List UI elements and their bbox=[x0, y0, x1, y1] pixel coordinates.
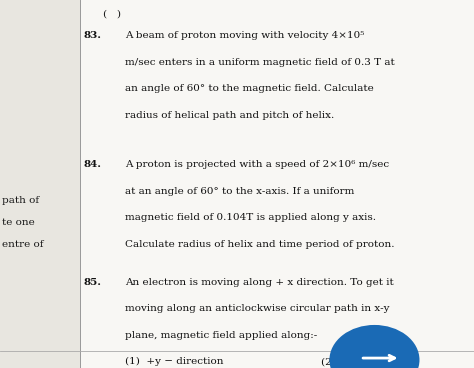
Text: at an angle of 60° to the x-axis. If a uniform: at an angle of 60° to the x-axis. If a u… bbox=[125, 187, 354, 195]
Text: (1)  +y − direction: (1) +y − direction bbox=[125, 357, 223, 367]
Text: A beam of proton moving with velocity 4×10⁵: A beam of proton moving with velocity 4×… bbox=[125, 31, 364, 40]
Text: an angle of 60° to the magnetic field. Calculate: an angle of 60° to the magnetic field. C… bbox=[125, 84, 374, 93]
Text: te one: te one bbox=[2, 218, 35, 227]
Text: plane, magnetic field applied along:-: plane, magnetic field applied along:- bbox=[125, 331, 317, 340]
Bar bbox=[0, 0, 80, 368]
Text: 85.: 85. bbox=[83, 278, 101, 287]
Text: m/sec enters in a uniform magnetic field of 0.3 T at: m/sec enters in a uniform magnetic field… bbox=[125, 58, 394, 67]
Text: path of: path of bbox=[2, 196, 39, 205]
Text: Calculate radius of helix and time period of proton.: Calculate radius of helix and time perio… bbox=[125, 240, 394, 248]
Text: magnetic field of 0.104T is applied along y axis.: magnetic field of 0.104T is applied alon… bbox=[125, 213, 376, 222]
Text: radius of helical path and pitch of helix.: radius of helical path and pitch of heli… bbox=[125, 111, 334, 120]
Text: entre of: entre of bbox=[2, 240, 44, 249]
Text: 83.: 83. bbox=[83, 31, 101, 40]
Circle shape bbox=[329, 325, 419, 368]
Text: (   ): ( ) bbox=[103, 9, 121, 18]
Text: An electron is moving along + x direction. To get it: An electron is moving along + x directio… bbox=[125, 278, 393, 287]
Text: (2)  +z − direction: (2) +z − direction bbox=[321, 357, 419, 366]
Text: A proton is projected with a speed of 2×10⁶ m/sec: A proton is projected with a speed of 2×… bbox=[125, 160, 389, 169]
Text: 84.: 84. bbox=[83, 160, 101, 169]
Text: moving along an anticlockwise circular path in x-y: moving along an anticlockwise circular p… bbox=[125, 304, 389, 313]
